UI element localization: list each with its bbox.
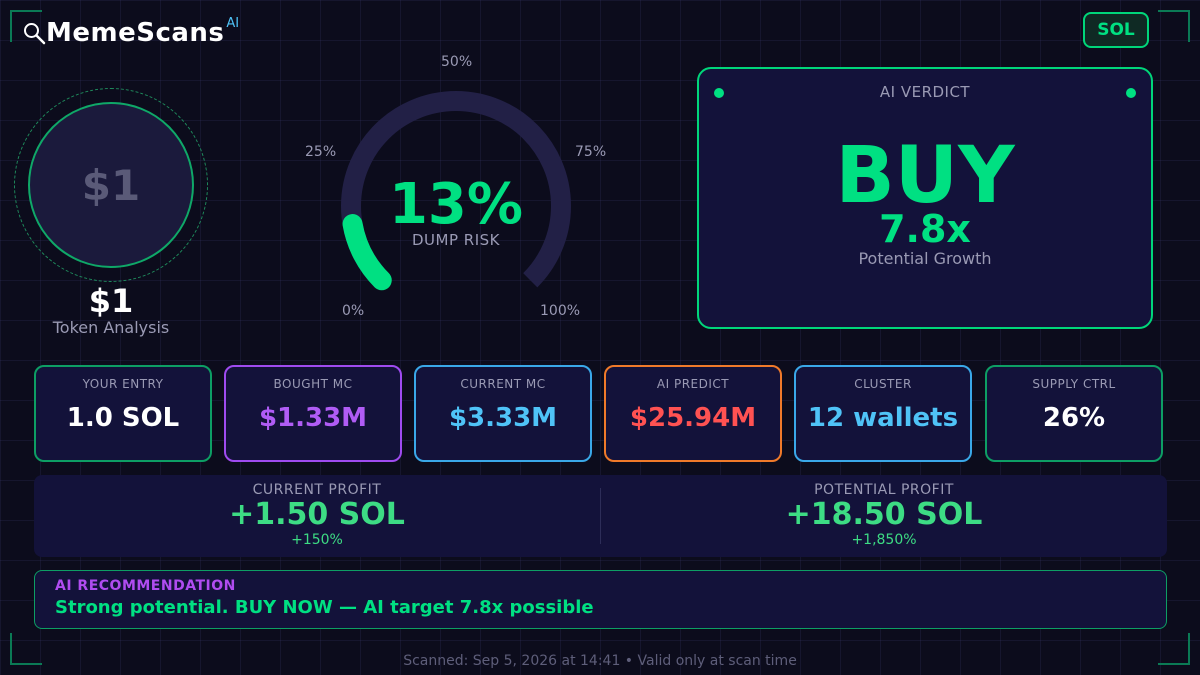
potential-profit-percent: +1,850%	[851, 532, 917, 548]
ai-verdict-multiplier: 7.8x	[879, 207, 971, 251]
metric-label: CURRENT MC	[460, 377, 546, 391]
metric-card-current-mc: CURRENT MC $3.33M	[414, 365, 592, 462]
profit-divider	[600, 488, 601, 544]
metric-label: CLUSTER	[854, 377, 912, 391]
gauge-tick-50: 50%	[441, 54, 473, 70]
status-dot-icon	[714, 88, 724, 98]
corner-bracket-top-right	[1158, 10, 1190, 42]
gauge-tick-25: 25%	[305, 144, 337, 160]
app-name: MemeScans	[46, 18, 225, 48]
metric-value: $3.33M	[448, 403, 558, 433]
current-profit: CURRENT PROFIT +1.50 SOL +150%	[34, 475, 600, 548]
ai-verdict-title: AI VERDICT	[879, 83, 971, 101]
app-logo: MemeScans AI	[22, 15, 240, 48]
metric-value: 1.0 SOL	[66, 403, 180, 433]
gauge-tick-100: 100%	[540, 303, 581, 319]
gauge-tick-0: 0%	[342, 303, 365, 319]
current-profit-value: +1.50 SOL	[229, 497, 405, 532]
corner-bracket-top-left	[10, 10, 42, 42]
potential-profit-value: +18.50 SOL	[785, 497, 983, 532]
dump-risk-value: 13%	[388, 172, 524, 237]
metric-value: 12 wallets	[807, 403, 959, 433]
metric-value: $1.33M	[258, 403, 368, 433]
metric-label: YOUR ENTRY	[82, 377, 164, 391]
current-profit-label: CURRENT PROFIT	[252, 482, 382, 498]
ai-verdict-action: BUY	[835, 131, 1015, 221]
ai-verdict-subtitle: Potential Growth	[858, 249, 992, 268]
metric-value: $25.94M	[629, 403, 757, 433]
metric-label: SUPPLY CTRL	[1032, 377, 1116, 391]
metric-value: 26%	[1042, 403, 1106, 433]
token-avatar-circle: $1	[28, 102, 194, 268]
profit-panel: CURRENT PROFIT +1.50 SOL +150% POTENTIAL…	[34, 475, 1167, 557]
corner-bracket-bottom-right	[1158, 633, 1190, 665]
ai-recommendation-panel: AI RECOMMENDATION Strong potential. BUY …	[34, 570, 1167, 629]
metric-card-ai-predict: AI PREDICT $25.94M	[604, 365, 782, 462]
metric-label: BOUGHT MC	[273, 377, 353, 391]
magnifier-icon	[24, 23, 46, 45]
metric-label: AI PREDICT	[656, 377, 730, 391]
token-subtitle: Token Analysis	[52, 318, 170, 337]
ai-recommendation-text: Strong potential. BUY NOW — AI target 7.…	[55, 597, 594, 618]
chain-badge[interactable]: SOL	[1083, 12, 1149, 48]
scan-footer: Scanned: Sep 5, 2026 at 14:41 • Valid on…	[403, 653, 797, 669]
potential-profit: POTENTIAL PROFIT +18.50 SOL +1,850%	[601, 475, 1167, 548]
current-profit-percent: +150%	[291, 532, 343, 548]
token-avatar-ring	[14, 88, 208, 282]
dump-risk-gauge	[341, 91, 571, 291]
metric-card-cluster: CLUSTER 12 wallets	[794, 365, 972, 462]
ai-verdict-panel: AI VERDICT BUY 7.8x Potential Growth	[697, 67, 1153, 329]
potential-profit-label: POTENTIAL PROFIT	[814, 482, 954, 498]
corner-bracket-bottom-left	[10, 633, 42, 665]
metric-card-your-entry: YOUR ENTRY 1.0 SOL	[34, 365, 212, 462]
dump-risk-label: DUMP RISK	[412, 231, 500, 249]
token-avatar-text: $1	[81, 160, 141, 210]
gauge-fill	[342, 214, 392, 291]
gauge-track	[341, 91, 571, 288]
gauge-tick-75: 75%	[575, 144, 607, 160]
metric-card-bought-mc: BOUGHT MC $1.33M	[224, 365, 402, 462]
app-ai-superscript: AI	[226, 15, 240, 31]
ai-recommendation-title: AI RECOMMENDATION	[55, 578, 236, 594]
token-avatar: $1	[14, 88, 208, 282]
metric-card-supply-ctrl: SUPPLY CTRL 26%	[985, 365, 1163, 462]
token-symbol: $1	[88, 282, 134, 320]
status-dot-icon	[1126, 88, 1136, 98]
